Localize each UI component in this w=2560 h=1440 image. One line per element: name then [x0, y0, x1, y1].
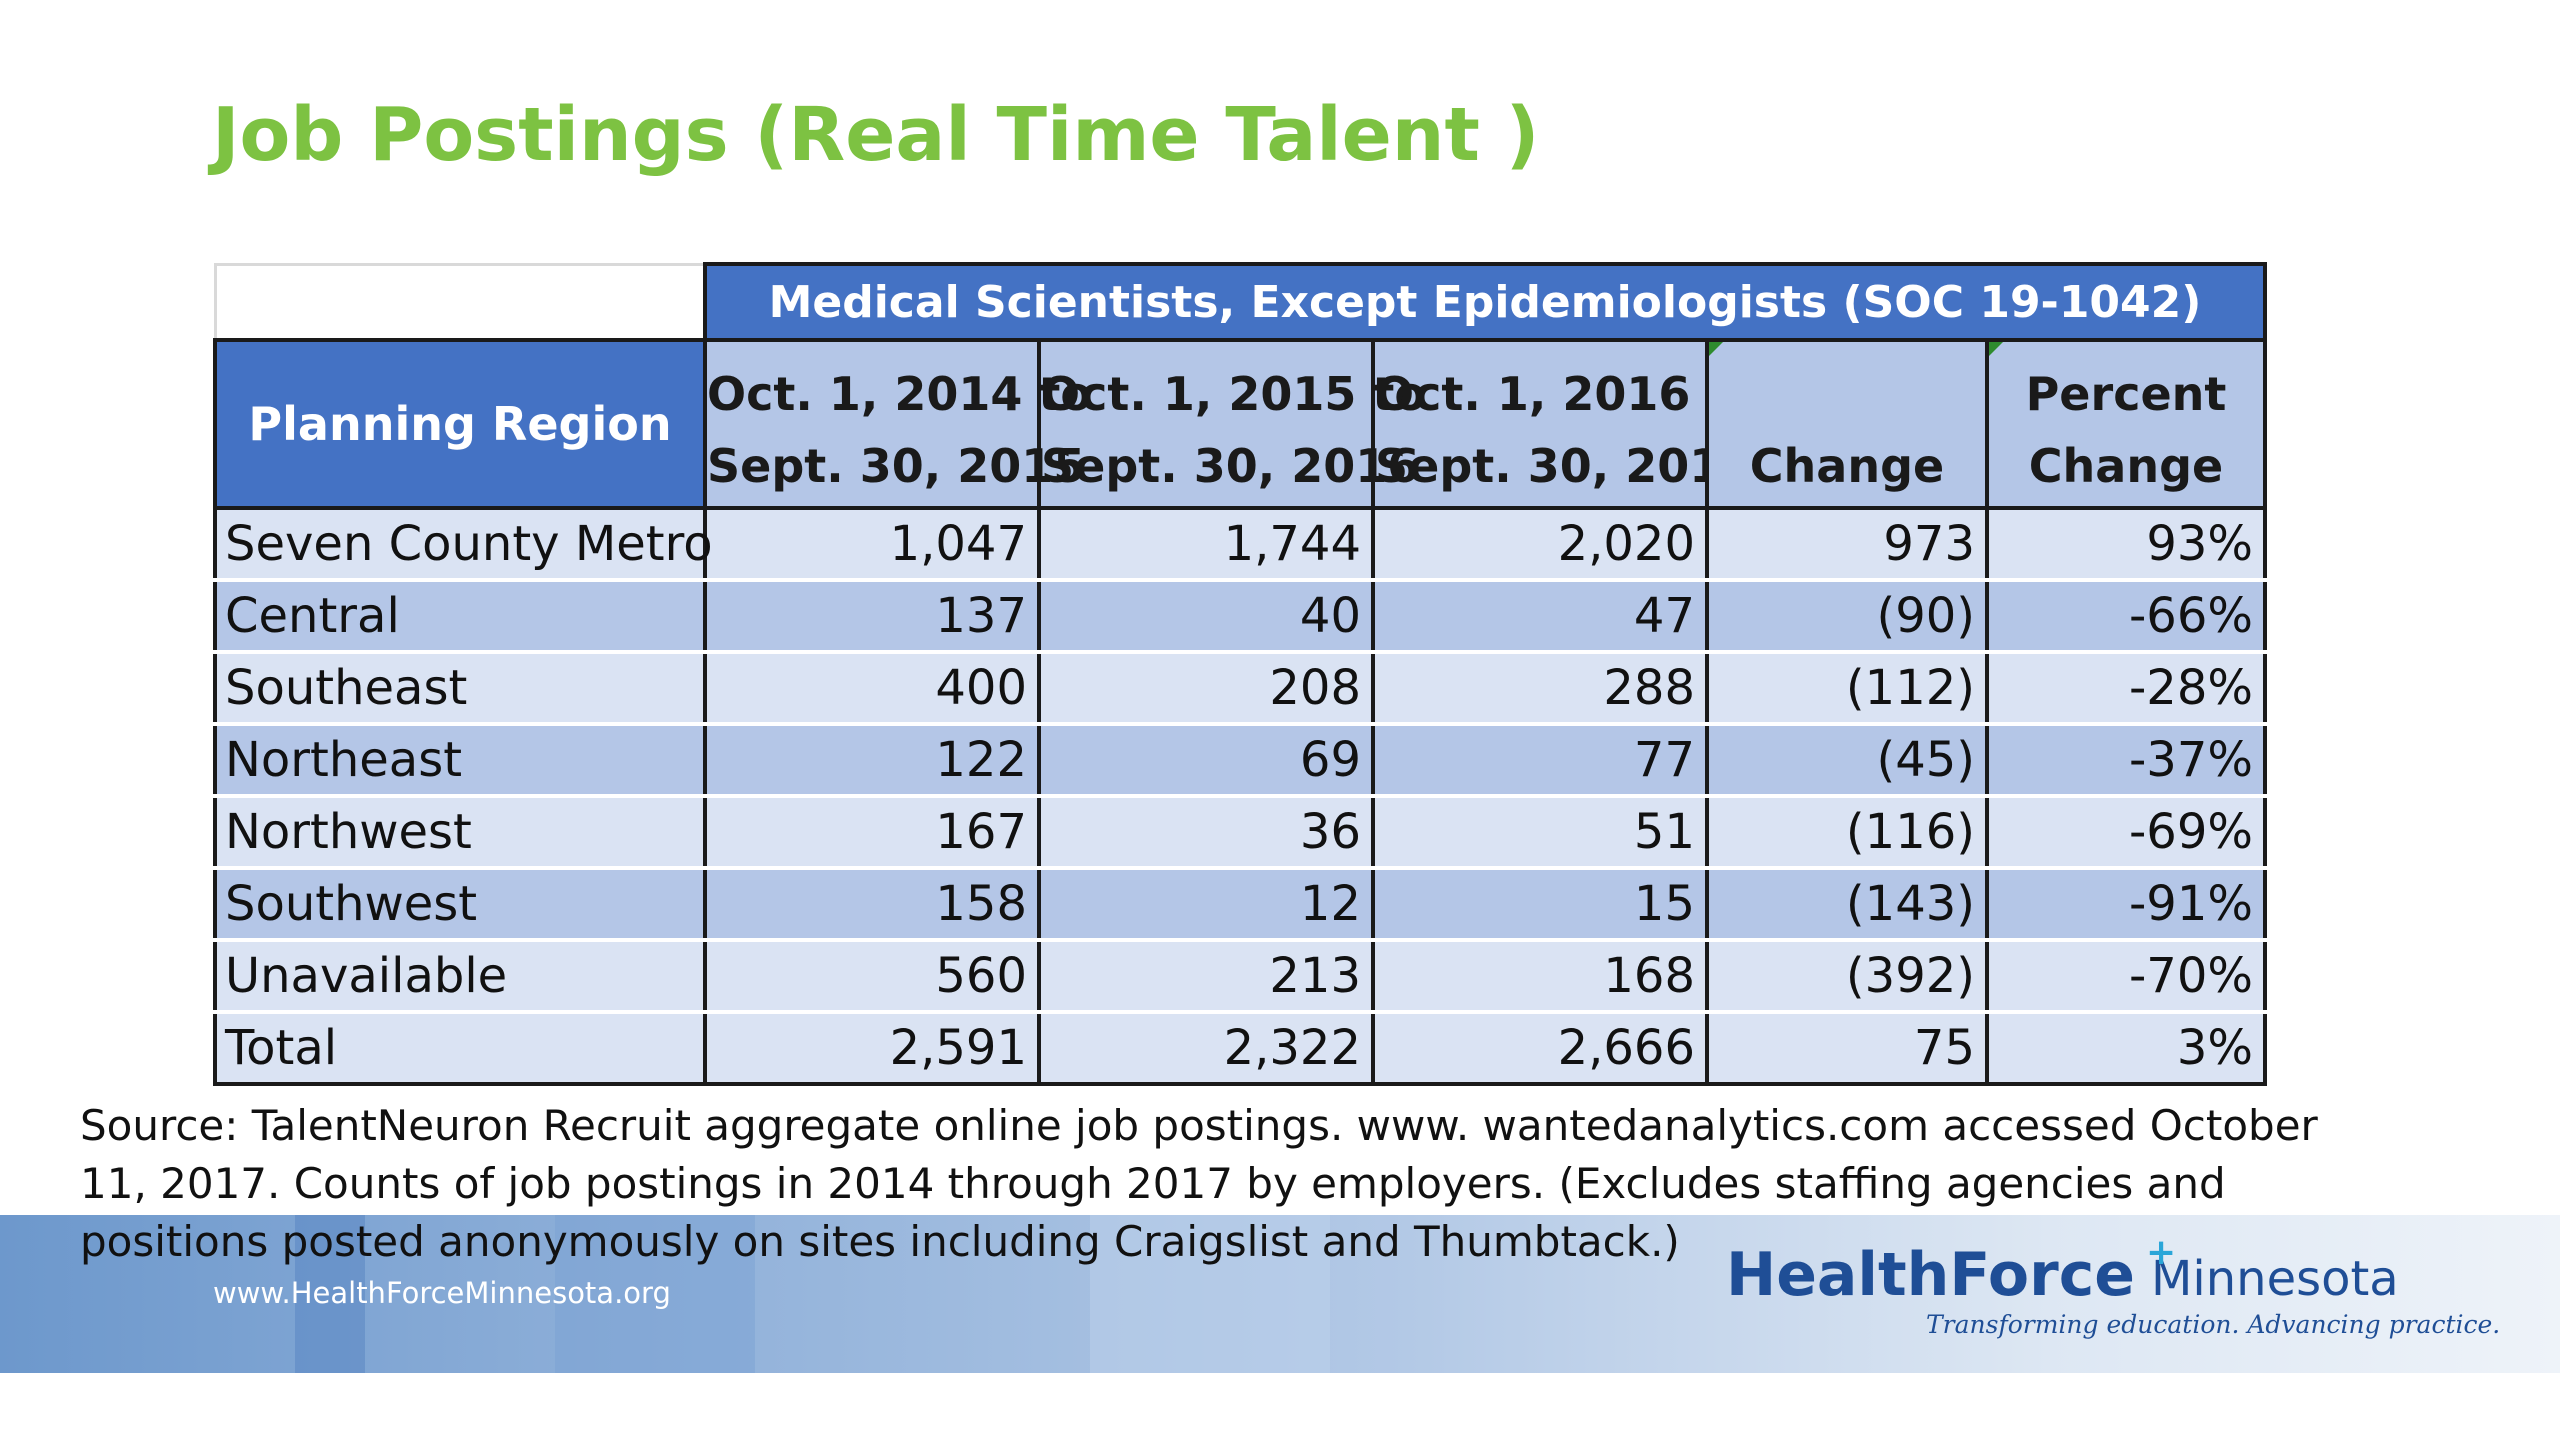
column-header-line: Sept. 30, 2017 — [1375, 439, 1754, 493]
total-2016-cell: 2,322 — [1037, 1010, 1375, 1086]
logo-plus-icon: + — [2146, 1232, 2177, 1273]
column-header-line: Oct. 1, 2016 to — [1375, 367, 1760, 421]
postings-2015-cell: 1,047 — [703, 506, 1041, 582]
postings-2017-cell: 288 — [1371, 650, 1709, 726]
postings-2017-cell: 2,020 — [1371, 506, 1709, 582]
percent-change-cell: -70% — [1985, 938, 2267, 1014]
column-header-row: Planning Region Oct. 1, 2014 to Sept. 30… — [213, 338, 2267, 510]
logo-tagline: Transforming education. Advancing practi… — [1926, 1310, 2501, 1339]
table-row: Central 137 40 47 (90) -66% — [213, 578, 2267, 654]
column-header-line — [1709, 358, 1985, 430]
postings-2017-cell: 51 — [1371, 794, 1709, 870]
super-header-row: Medical Scientists, Except Epidemiologis… — [213, 262, 2267, 342]
job-postings-table: Medical Scientists, Except Epidemiologis… — [213, 262, 2267, 1086]
column-header-change: Change — [1705, 338, 1989, 510]
healthforce-minnesota-logo: HealthForce Minnesota + Transforming educ… — [1726, 1232, 2500, 1340]
change-cell: 973 — [1705, 506, 1989, 582]
column-header-2017: Oct. 1, 2016 to Sept. 30, 2017 — [1371, 338, 1760, 510]
total-percent-change-cell: 3% — [1985, 1010, 2267, 1086]
table-row: Northeast 122 69 77 (45) -37% — [213, 722, 2267, 798]
table-row: Southwest 158 12 15 (143) -91% — [213, 866, 2267, 942]
postings-2016-cell: 213 — [1037, 938, 1375, 1014]
percent-change-cell: -69% — [1985, 794, 2267, 870]
change-cell: (112) — [1705, 650, 1989, 726]
website-link[interactable]: www.HealthForceMinnesota.org — [213, 1276, 671, 1310]
column-header-line: Sept. 30, 2015 — [707, 439, 1086, 493]
column-header-line: Change — [1749, 439, 1945, 493]
table-corner-cell — [213, 262, 707, 342]
postings-2015-cell: 122 — [703, 722, 1041, 798]
total-change-cell: 75 — [1705, 1010, 1989, 1086]
logo-minnesota-text: Minnesota — [2150, 1251, 2399, 1307]
postings-2016-cell: 40 — [1037, 578, 1375, 654]
postings-2016-cell: 1,744 — [1037, 506, 1375, 582]
column-header-line: Change — [2028, 439, 2224, 493]
column-header-line: Sept. 30, 2016 — [1041, 439, 1420, 493]
occupation-header: Medical Scientists, Except Epidemiologis… — [703, 262, 2267, 342]
percent-change-cell: 93% — [1985, 506, 2267, 582]
source-line: 11, 2017. Counts of job postings in 2014… — [80, 1159, 2226, 1208]
region-cell: Unavailable — [213, 938, 707, 1014]
percent-change-cell: -28% — [1985, 650, 2267, 726]
postings-2016-cell: 36 — [1037, 794, 1375, 870]
postings-2015-cell: 167 — [703, 794, 1041, 870]
footer-stripe — [555, 1215, 755, 1373]
postings-2015-cell: 400 — [703, 650, 1041, 726]
column-header-2016: Oct. 1, 2015 to Sept. 30, 2016 — [1037, 338, 1426, 510]
postings-2016-cell: 12 — [1037, 866, 1375, 942]
percent-change-cell: -66% — [1985, 578, 2267, 654]
column-header-percent-change: Percent Change — [1985, 338, 2267, 510]
column-header-2015: Oct. 1, 2014 to Sept. 30, 2015 — [703, 338, 1092, 510]
table-row: Seven County Metro 1,047 1,744 2,020 973… — [213, 506, 2267, 582]
column-header-line: Oct. 1, 2014 to — [707, 367, 1092, 421]
change-cell: (392) — [1705, 938, 1989, 1014]
column-header-line: Oct. 1, 2015 to — [1041, 367, 1426, 421]
table-row: Unavailable 560 213 168 (392) -70% — [213, 938, 2267, 1014]
total-row: Total 2,591 2,322 2,666 75 3% — [213, 1010, 2267, 1086]
postings-2017-cell: 77 — [1371, 722, 1709, 798]
postings-2016-cell: 69 — [1037, 722, 1375, 798]
column-header-line: Percent — [2025, 367, 2227, 421]
total-label-cell: Total — [213, 1010, 707, 1086]
region-cell: Central — [213, 578, 707, 654]
percent-change-cell: -37% — [1985, 722, 2267, 798]
footer-stripe — [1090, 1215, 1330, 1373]
change-cell: (116) — [1705, 794, 1989, 870]
change-cell: (90) — [1705, 578, 1989, 654]
region-cell: Northwest — [213, 794, 707, 870]
postings-2015-cell: 158 — [703, 866, 1041, 942]
source-line: Source: TalentNeuron Recruit aggregate o… — [80, 1101, 2318, 1150]
total-2017-cell: 2,666 — [1371, 1010, 1709, 1086]
postings-2016-cell: 208 — [1037, 650, 1375, 726]
region-cell: Southwest — [213, 866, 707, 942]
percent-change-cell: -91% — [1985, 866, 2267, 942]
region-cell: Seven County Metro — [213, 506, 713, 582]
logo-health-text: Health — [1726, 1240, 1950, 1310]
table-row: Southeast 400 208 288 (112) -28% — [213, 650, 2267, 726]
postings-2017-cell: 15 — [1371, 866, 1709, 942]
change-cell: (45) — [1705, 722, 1989, 798]
postings-2015-cell: 560 — [703, 938, 1041, 1014]
postings-2015-cell: 137 — [703, 578, 1041, 654]
change-cell: (143) — [1705, 866, 1989, 942]
footer-stripe — [295, 1215, 365, 1373]
logo-force-text: Force — [1949, 1240, 2135, 1310]
footer-band — [0, 1215, 2560, 1373]
total-2015-cell: 2,591 — [703, 1010, 1041, 1086]
source-note: Source: TalentNeuron Recruit aggregate o… — [80, 1097, 2480, 1271]
table-row: Northwest 167 36 51 (116) -69% — [213, 794, 2267, 870]
slide-title: Job Postings (Real Time Talent ) — [212, 92, 1540, 178]
source-line: positions posted anonymously on sites in… — [80, 1217, 1680, 1266]
logo-wordmark: HealthForce Minnesota — [1726, 1240, 2399, 1310]
postings-2017-cell: 168 — [1371, 938, 1709, 1014]
region-cell: Southeast — [213, 650, 707, 726]
postings-2017-cell: 47 — [1371, 578, 1709, 654]
planning-region-header: Planning Region — [213, 338, 707, 510]
region-cell: Northeast — [213, 722, 707, 798]
